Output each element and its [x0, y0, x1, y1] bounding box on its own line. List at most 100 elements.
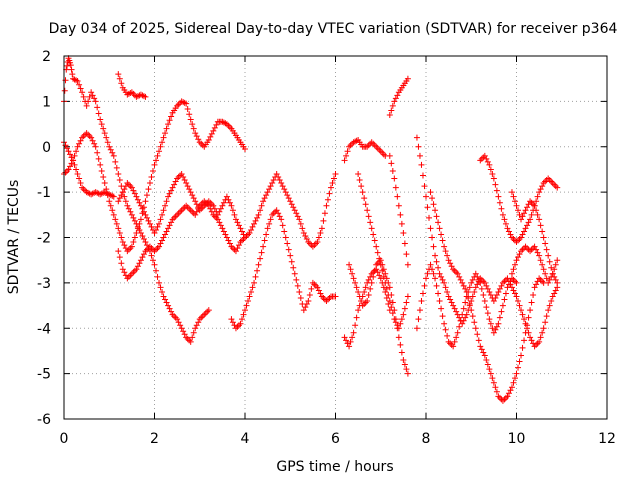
data-point: [377, 261, 384, 268]
data-point: [552, 261, 559, 268]
data-point: [398, 349, 405, 356]
data-point: [101, 180, 108, 187]
data-point: [361, 288, 368, 295]
data-point: [86, 93, 93, 100]
data-point: [315, 234, 322, 241]
data-point: [522, 225, 529, 232]
data-point: [554, 279, 561, 286]
data-point: [205, 136, 212, 143]
data-point: [352, 322, 359, 329]
data-point: [260, 243, 267, 250]
data-point: [249, 223, 256, 230]
data-point: [118, 80, 125, 87]
data-point: [521, 228, 528, 235]
data-point: [463, 288, 470, 295]
data-point: [189, 121, 196, 128]
data-point: [459, 279, 466, 286]
data-point: [315, 287, 322, 294]
data-point: [225, 196, 232, 203]
data-point: [394, 322, 401, 329]
data-point: [389, 299, 396, 306]
data-point: [77, 85, 84, 92]
data-point: [484, 158, 491, 165]
data-point: [344, 340, 351, 347]
data-point: [511, 198, 518, 205]
data-point: [504, 284, 511, 291]
data-point: [536, 189, 543, 196]
data-point: [383, 275, 390, 282]
data-point: [379, 267, 386, 274]
data-point: [468, 298, 475, 305]
data-point: [332, 293, 339, 300]
data-point: [460, 282, 467, 289]
data-point: [484, 310, 491, 317]
data-point: [551, 290, 558, 297]
data-point: [519, 213, 526, 220]
series-track-o: [413, 261, 520, 350]
data-point: [344, 148, 351, 155]
data-point: [447, 296, 454, 303]
data-point: [504, 393, 511, 400]
data-point: [554, 257, 561, 264]
data-point: [103, 134, 110, 141]
data-point: [518, 234, 525, 241]
series-track-g: [228, 207, 339, 332]
data-point: [269, 180, 276, 187]
data-point: [264, 225, 271, 232]
data-point: [246, 293, 253, 300]
data-point: [504, 225, 511, 232]
data-point: [166, 222, 173, 229]
data-point: [346, 261, 353, 268]
data-point: [153, 267, 160, 274]
data-point: [121, 193, 128, 200]
data-point: [484, 285, 491, 292]
data-point: [404, 370, 411, 377]
data-point: [279, 183, 286, 190]
data-point: [73, 148, 80, 155]
data-point: [537, 257, 544, 264]
data-point: [352, 279, 359, 286]
data-point: [263, 231, 270, 238]
data-point: [131, 190, 138, 197]
data-point: [193, 322, 200, 329]
data-point: [521, 316, 528, 323]
data-point: [475, 337, 482, 344]
data-point: [65, 148, 72, 155]
data-point: [435, 264, 442, 271]
data-point: [391, 98, 398, 105]
data-point: [287, 252, 294, 259]
data-point: [223, 234, 230, 241]
data-point: [124, 202, 131, 209]
data-point: [76, 175, 83, 182]
data-point: [159, 211, 166, 218]
data-point: [546, 302, 553, 309]
data-point: [171, 181, 178, 188]
data-point: [365, 213, 372, 220]
series-track-m: [386, 152, 411, 268]
data-point: [91, 95, 98, 102]
data-point: [168, 187, 175, 194]
data-point: [229, 207, 236, 214]
data-point: [140, 236, 147, 243]
x-tick-label: 0: [60, 431, 69, 447]
data-point: [282, 189, 289, 196]
data-point: [116, 195, 123, 202]
data-point: [397, 211, 404, 218]
data-point: [400, 311, 407, 318]
data-point: [109, 149, 116, 156]
series-track-f: [115, 198, 248, 282]
data-point: [480, 291, 487, 298]
data-point: [370, 231, 377, 238]
data-point: [186, 111, 193, 118]
data-point: [246, 229, 253, 236]
data-point: [134, 196, 141, 203]
data-point: [421, 282, 428, 289]
data-point: [423, 275, 429, 282]
data-point: [513, 279, 520, 286]
data-point: [79, 89, 86, 96]
data-point: [481, 152, 488, 159]
data-point: [499, 211, 506, 218]
data-point: [205, 202, 212, 209]
data-point: [469, 276, 476, 283]
